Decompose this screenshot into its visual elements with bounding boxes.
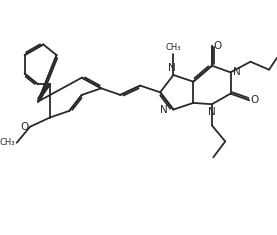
Text: O: O bbox=[251, 95, 259, 105]
Text: N: N bbox=[160, 105, 168, 114]
Text: N: N bbox=[233, 67, 240, 77]
Text: N: N bbox=[208, 107, 216, 117]
Text: CH₃: CH₃ bbox=[166, 43, 181, 52]
Text: N: N bbox=[168, 63, 175, 73]
Text: O: O bbox=[20, 122, 28, 132]
Text: CH₃: CH₃ bbox=[0, 138, 16, 147]
Text: O: O bbox=[214, 41, 222, 51]
